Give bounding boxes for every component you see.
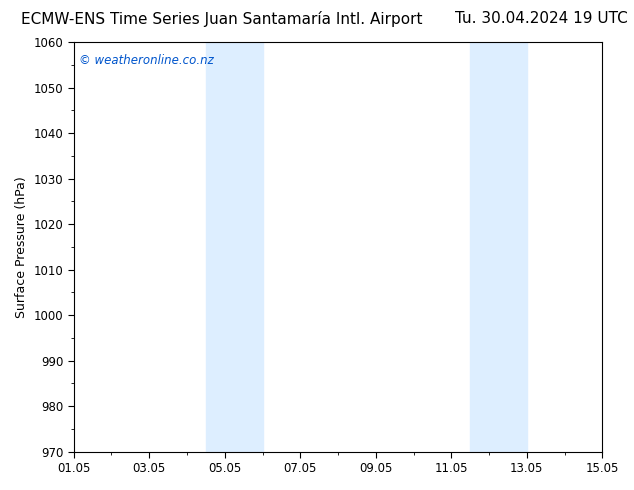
Text: © weatheronline.co.nz: © weatheronline.co.nz (79, 54, 214, 67)
Text: ECMW-ENS Time Series Juan Santamaría Intl. Airport: ECMW-ENS Time Series Juan Santamaría Int… (21, 11, 423, 27)
Bar (206, 42, 262, 452)
Text: Tu. 30.04.2024 19 UTC: Tu. 30.04.2024 19 UTC (455, 11, 628, 26)
Bar (470, 42, 527, 452)
Y-axis label: Surface Pressure (hPa): Surface Pressure (hPa) (15, 176, 28, 318)
